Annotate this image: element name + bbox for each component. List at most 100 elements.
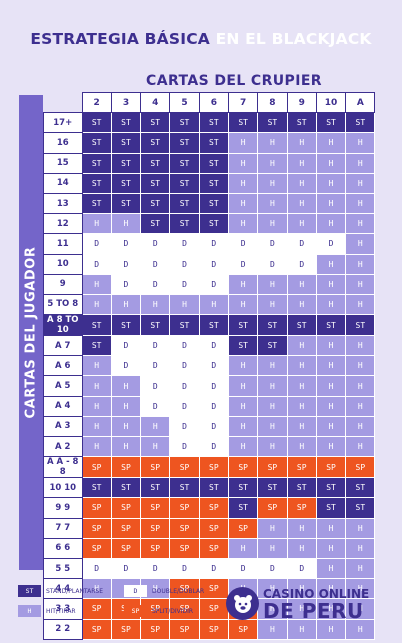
action-cell: D [110,233,142,255]
strategy-row: 10 10 ST ST ST ST ST ST ST ST ST ST [43,477,376,499]
strategy-row: A A - 8 8 SP SP SP SP SP SP SP SP SP SP [43,456,376,479]
action-cell: ST [257,477,288,499]
action-cell: ST [286,314,317,337]
brand-logo: CASINO ONLINE DE PERU [226,586,391,630]
action-cell: H [315,395,347,417]
action-cell: H [227,273,259,295]
action-cell: ST [227,497,259,519]
action-cell: SP [198,598,229,620]
title-part-1: ESTRATEGIA BÁSICA [30,30,210,48]
page-title: ESTRATEGIA BÁSICA EN EL BLACKJACK [0,30,402,48]
action-cell: H [345,233,376,255]
action-cell: ST [198,314,229,337]
action-cell: ST [315,314,347,337]
action-cell: ST [169,213,200,235]
legend-item-hit: H HIT/TIRAR [18,605,76,617]
action-cell: SP [140,517,171,539]
action-cell: H [227,415,259,438]
action-cell: ST [110,192,142,215]
legend-label-split: SPLIT/DIVIDIR [152,607,194,615]
dealer-header-row: 2 3 4 5 6 7 8 9 10 A [44,91,376,114]
action-cell: SP [81,537,112,559]
action-cell: H [257,355,288,377]
action-cell: H [140,435,171,458]
action-cell: H [81,293,112,316]
action-cell: ST [110,112,142,134]
action-cell: H [345,192,376,215]
action-cell: H [315,335,347,357]
action-cell: ST [198,132,229,154]
action-cell: SP [286,497,317,519]
action-cell: H [110,375,142,397]
action-cell: ST [81,192,112,215]
legend-label-double: DOUBLE/DOBLAR [152,587,205,595]
action-cell: SP [198,537,229,559]
action-cell: D [169,273,200,295]
action-cell: D [140,355,171,377]
player-hand-label: A 2 [43,435,83,458]
action-cell: SP [198,497,229,519]
action-cell: SP [110,517,142,539]
action-cell: H [257,132,288,154]
action-cell: D [140,253,171,275]
action-cell: H [345,355,376,377]
action-cell: ST [140,132,171,154]
action-cell: SP [81,456,112,479]
action-cell: ST [315,477,347,499]
action-cell: ST [198,213,229,235]
action-cell: D [198,273,229,295]
action-cell: SP [169,598,200,620]
action-cell: D [198,233,229,255]
action-cell: ST [345,497,376,519]
action-cell: ST [140,172,171,194]
action-cell: ST [140,477,171,499]
action-cell: ST [81,172,112,194]
action-cell: D [169,233,200,255]
dealer-card-header: 10 [315,91,347,114]
action-cell: SP [169,497,200,519]
player-hand-label: 17+ [43,112,83,134]
action-cell: SP [169,618,200,640]
action-cell: D [169,355,200,377]
action-cell: D [169,395,200,417]
action-cell: H [110,293,142,316]
player-hand-label: A 4 [43,395,83,417]
action-cell: H [345,172,376,194]
action-cell: H [110,435,142,458]
action-cell: H [257,172,288,194]
action-cell: D [169,375,200,397]
legend-swatch-double: D [124,585,147,597]
action-cell: SP [315,456,347,479]
dealer-cards-label: CARTAS DEL CRUPIER [146,73,322,89]
action-cell: D [286,557,317,580]
legend: ST STAND/PLANTARSE D DOUBLE/DOBLAR H HIT… [18,583,215,631]
action-cell: H [286,517,317,539]
player-hand-label: 15 [43,152,83,174]
strategy-row: 17+ ST ST ST ST ST ST ST ST ST ST [43,112,376,134]
action-cell: H [286,335,317,357]
player-hand-label: A 3 [43,415,83,438]
action-cell: D [140,273,171,295]
action-cell: ST [169,132,200,154]
action-cell: H [286,375,317,397]
action-cell: ST [110,132,142,154]
action-cell: ST [81,152,112,174]
action-cell: H [345,293,376,316]
action-cell: D [140,335,171,357]
player-hand-label: A 7 [43,335,83,357]
action-cell: D [227,253,259,275]
action-cell: H [286,132,317,154]
action-cell: D [140,375,171,397]
action-cell: ST [110,152,142,174]
action-cell: H [81,395,112,417]
action-cell: H [110,415,142,438]
action-cell: H [286,435,317,458]
player-hand-label: A 8 TO 10 [43,314,83,337]
action-cell: H [345,598,376,620]
strategy-row: 14 ST ST ST ST ST H H H H H [43,172,376,194]
action-cell: SP [169,517,200,539]
